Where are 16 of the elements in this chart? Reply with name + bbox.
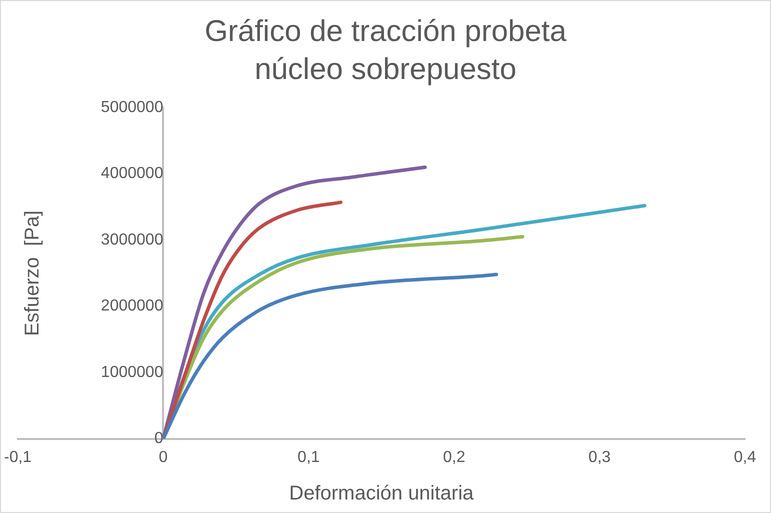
y-tick-label: 3000000 [100, 231, 164, 248]
x-tick-label: 0,2 [442, 448, 466, 466]
y-tick-label: 2000000 [100, 298, 164, 315]
y-axis-title: Esfuerzo [Pa] [22, 210, 44, 336]
x-tick-label: 0,1 [298, 448, 320, 466]
x-tick-label: 0,4 [734, 448, 756, 466]
line-series [161, 200, 342, 439]
x-tick-label: 0,3 [588, 448, 611, 466]
x-tick-label: -0,1 [4, 448, 32, 466]
y-tick-label: 5000000 [100, 99, 164, 116]
y-tick-label: 4000000 [100, 165, 164, 182]
line-series [161, 272, 498, 439]
line-series [161, 165, 427, 439]
chart-title: Gráfico de tracción probeta núcleo sobrepuesto [204, 14, 568, 88]
y-tick-label: 1000000 [100, 364, 164, 381]
x-axis-title: Deformación unitaria [289, 482, 475, 505]
